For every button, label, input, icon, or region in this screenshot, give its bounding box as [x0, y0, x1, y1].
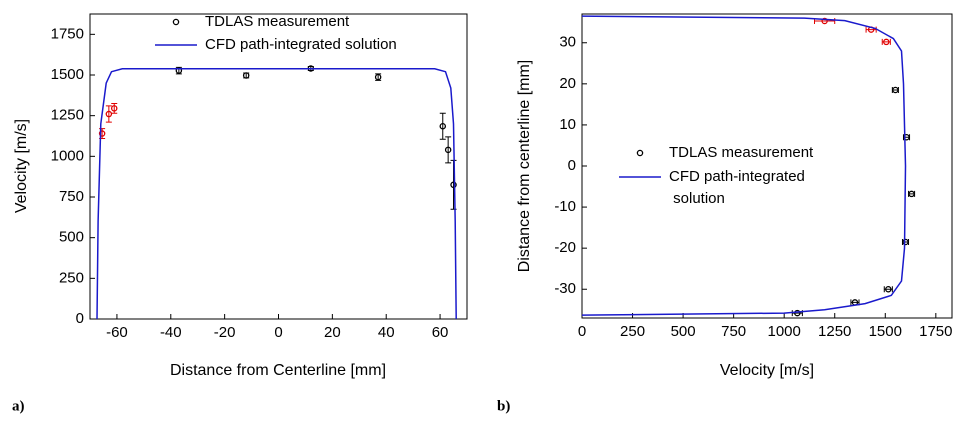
error-bar — [445, 136, 452, 164]
x-axis-title: Distance from Centerline [mm] — [170, 362, 386, 379]
x-tick-label: -40 — [160, 324, 182, 341]
x-tick-label: 40 — [378, 324, 395, 341]
x-tick-label: -20 — [214, 324, 236, 341]
data-point — [110, 105, 118, 112]
y-tick-label: 1000 — [51, 147, 84, 164]
x-tick-label: 1750 — [919, 323, 952, 340]
x-tick-label: 20 — [324, 324, 341, 341]
y-tick-label: 500 — [59, 229, 84, 246]
x-tick-label: 0 — [274, 324, 282, 341]
data-point — [175, 67, 183, 74]
panel-label: b) — [497, 398, 510, 414]
legend-label: TDLAS measurement — [205, 13, 350, 30]
x-tick-label: 750 — [721, 323, 746, 340]
cfd-line — [96, 68, 457, 320]
data-point — [98, 130, 106, 137]
y-axis-title: Distance from centerline [mm] — [516, 60, 533, 273]
data-point — [242, 72, 250, 79]
error-bar — [105, 105, 112, 123]
error-bar — [439, 112, 446, 140]
y-tick-label: 1750 — [51, 25, 84, 42]
data-point — [883, 38, 890, 46]
data-point — [439, 122, 447, 130]
data-point — [794, 309, 801, 317]
y-tick-label: 0 — [76, 310, 84, 327]
y-tick-label: 250 — [59, 269, 84, 286]
data-point — [885, 285, 892, 293]
data-point — [450, 181, 457, 189]
data-point — [821, 17, 828, 25]
plot-frame — [89, 13, 468, 320]
legend-marker — [636, 149, 644, 157]
x-tick-label: 60 — [432, 324, 449, 341]
x-tick-label: 1250 — [818, 323, 851, 340]
y-tick-label: 1500 — [51, 66, 84, 83]
legend-label: TDLAS measurement — [669, 144, 814, 161]
data-point — [902, 238, 909, 246]
y-tick-label: 10 — [559, 116, 576, 133]
y-axis-title: Velocity [m/s] — [13, 119, 30, 213]
x-axis-title: Velocity [m/s] — [720, 362, 814, 379]
data-point — [105, 110, 113, 118]
x-tick-label: 250 — [620, 323, 645, 340]
panel-label: a) — [12, 398, 25, 414]
x-tick-label: 0 — [578, 323, 586, 340]
x-tick-label: -60 — [106, 324, 128, 341]
y-tick-label: 20 — [559, 75, 576, 92]
data-point — [903, 133, 910, 141]
x-tick-label: 1000 — [767, 323, 800, 340]
legend-marker — [172, 18, 180, 26]
plot-frame — [581, 13, 953, 319]
cfd-line — [581, 15, 907, 316]
y-tick-label: 30 — [559, 34, 576, 51]
legend-label: CFD path-integrated solution — [669, 168, 805, 207]
data-point — [908, 190, 915, 198]
y-tick-label: -10 — [554, 198, 576, 215]
data-point — [892, 86, 899, 94]
y-tick-label: 0 — [568, 157, 576, 174]
data-point — [444, 146, 452, 154]
y-tick-label: -20 — [554, 239, 576, 256]
legend-label: CFD path-integrated solution — [205, 36, 397, 53]
error-bar — [111, 102, 118, 114]
x-tick-label: 1500 — [869, 323, 902, 340]
y-tick-label: 1250 — [51, 107, 84, 124]
y-tick-label: 750 — [59, 188, 84, 205]
data-point — [374, 73, 382, 81]
x-tick-label: 500 — [671, 323, 696, 340]
y-tick-label: -30 — [554, 280, 576, 297]
